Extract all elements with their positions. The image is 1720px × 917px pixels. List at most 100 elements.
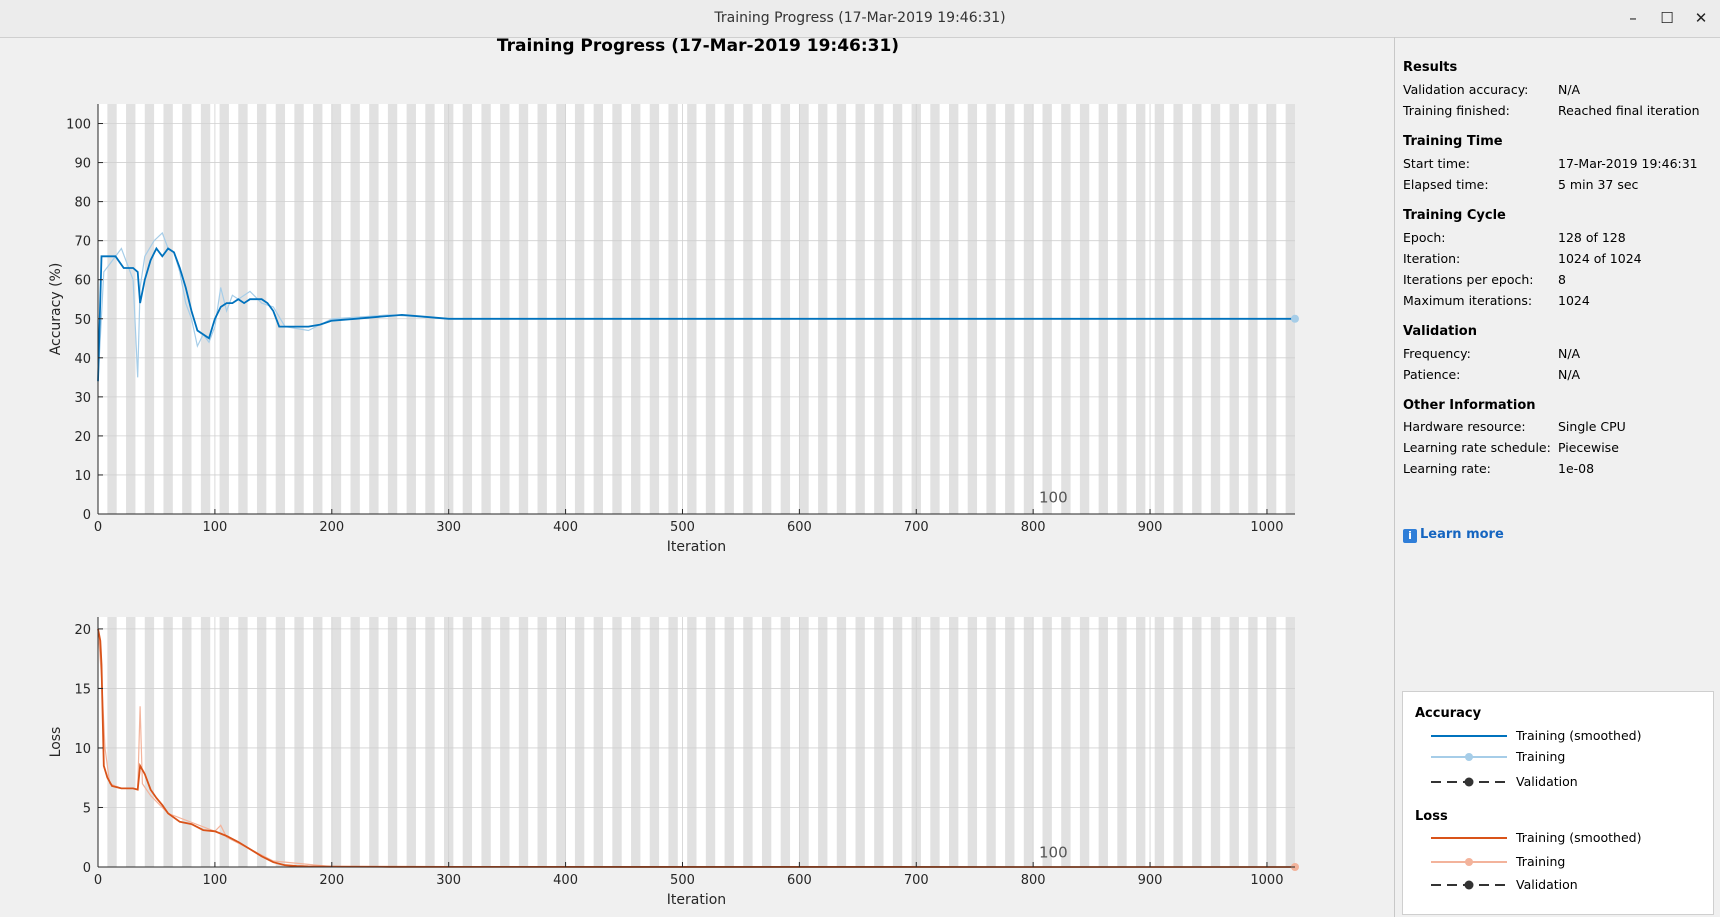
loss-epoch-band xyxy=(1192,617,1202,867)
loss-epoch-band xyxy=(743,617,753,867)
iteration-label: Iteration: xyxy=(1403,251,1461,266)
legend-acc-validation-swatch xyxy=(1431,777,1507,787)
accuracy-x-tick-label: 500 xyxy=(670,520,695,535)
frequency-value: N/A xyxy=(1558,346,1581,361)
legend-loss-validation-label: Validation xyxy=(1516,877,1578,892)
iteration-value: 1024 of 1024 xyxy=(1558,251,1642,266)
accuracy-epoch-band xyxy=(1042,104,1052,514)
accuracy-epoch-band xyxy=(387,104,398,514)
minimize-button[interactable]: – xyxy=(1629,9,1637,27)
accuracy-y-tick-label: 60 xyxy=(74,274,91,289)
loss-y-tick-label: 5 xyxy=(83,801,91,816)
accuracy-epoch-band xyxy=(948,104,959,514)
accuracy-x-tick-label: 200 xyxy=(319,520,344,535)
legend-loss-heading: Loss xyxy=(1415,809,1448,824)
accuracy-epoch-band xyxy=(1061,104,1071,514)
loss-epoch-band xyxy=(986,617,996,867)
learning-rate-value: 1e-08 xyxy=(1558,461,1595,476)
accuracy-y-tick-label: 30 xyxy=(74,391,91,406)
loss-epoch-band xyxy=(126,617,136,867)
loss-x-tick-label: 200 xyxy=(319,873,344,888)
accuracy-epoch-band xyxy=(705,104,716,514)
accuracy-epoch-band xyxy=(1098,104,1108,514)
accuracy-x-tick-label: 400 xyxy=(553,520,578,535)
iterations-per-epoch-label: Iterations per epoch: xyxy=(1403,272,1534,287)
window-title: Training Progress (17-Mar-2019 19:46:31) xyxy=(714,10,1006,26)
accuracy-y-tick-label: 90 xyxy=(74,157,91,172)
accuracy-epoch-band xyxy=(1079,104,1090,514)
loss-x-tick-label: 800 xyxy=(1021,873,1046,888)
loss-epoch-band xyxy=(1079,617,1090,867)
loss-x-tick-label: 500 xyxy=(670,873,695,888)
validation-accuracy-value: N/A xyxy=(1558,82,1581,97)
loss-training-line xyxy=(97,628,1296,868)
epoch-label: Epoch: xyxy=(1403,230,1446,245)
info-icon: i xyxy=(1403,529,1417,543)
accuracy-epoch-band xyxy=(1229,104,1239,514)
accuracy-epoch-band xyxy=(1173,104,1183,514)
accuracy-x-tick-label: 800 xyxy=(1021,520,1046,535)
legend-acc-training-label: Training xyxy=(1516,749,1566,764)
loss-epoch-band xyxy=(892,617,903,867)
learn-more-link[interactable]: i Learn more xyxy=(1403,527,1504,543)
start-time-label: Start time: xyxy=(1403,156,1470,171)
window-titlebar: Training Progress (17-Mar-2019 19:46:31)… xyxy=(0,0,1720,38)
accuracy-epoch-band xyxy=(219,104,229,514)
accuracy-epoch-band xyxy=(406,104,416,514)
legend-acc-smoothed-swatch xyxy=(1431,735,1507,737)
accuracy-epoch-band xyxy=(182,104,192,514)
accuracy-epoch-band xyxy=(724,104,734,514)
loss-x-tick-label: 700 xyxy=(904,873,929,888)
loss-epoch-band xyxy=(350,617,360,867)
loss-epoch-band xyxy=(537,617,547,867)
accuracy-final-point xyxy=(1291,314,1299,323)
maximize-button[interactable]: ☐ xyxy=(1660,9,1674,27)
validation-accuracy-label: Validation accuracy: xyxy=(1403,82,1529,97)
loss-epoch-band xyxy=(481,617,491,867)
loss-epoch-band xyxy=(1136,617,1146,867)
elapsed-time-label: Elapsed time: xyxy=(1403,177,1489,192)
accuracy-epoch-band xyxy=(107,104,117,514)
accuracy-x-tick-label: 700 xyxy=(904,520,929,535)
accuracy-epoch-band xyxy=(1192,104,1202,514)
loss-epoch-band xyxy=(313,617,323,867)
accuracy-epoch-band xyxy=(500,104,510,514)
accuracy-epoch-band xyxy=(967,104,978,514)
loss-epoch-band xyxy=(200,617,211,867)
training-finished-value: Reached final iteration xyxy=(1558,103,1700,118)
loss-epoch-band xyxy=(275,617,286,867)
loss-y-tick-label: 15 xyxy=(74,682,91,697)
close-button[interactable]: ✕ xyxy=(1694,9,1708,27)
loss-epoch-band xyxy=(1098,617,1108,867)
loss-y-tick-label: 20 xyxy=(74,623,91,638)
loss-epoch-band xyxy=(238,617,248,867)
loss-epoch-band xyxy=(331,617,342,867)
loss-epoch-band xyxy=(500,617,510,867)
legend-loss-smoothed-swatch xyxy=(1431,837,1507,839)
loss-epoch-band xyxy=(874,617,884,867)
info-panel: Results Validation accuracy: N/A Trainin… xyxy=(1396,37,1720,917)
accuracy-epoch-band xyxy=(256,104,267,514)
loss-epoch-band xyxy=(948,617,959,867)
accuracy-epoch-band xyxy=(631,104,641,514)
loss-epoch-band xyxy=(1248,617,1258,867)
accuracy-epoch-band xyxy=(612,104,622,514)
loss-x-tick-label: 0 xyxy=(94,873,102,888)
loss-epoch-band xyxy=(687,617,697,867)
loss-y-tick-label: 10 xyxy=(74,742,91,757)
loss-epoch-band xyxy=(144,617,155,867)
hardware-resource-label: Hardware resource: xyxy=(1403,419,1526,434)
iterations-per-epoch-value: 8 xyxy=(1558,272,1566,287)
loss-epoch-band xyxy=(724,617,734,867)
accuracy-epoch-band xyxy=(556,104,566,514)
hardware-resource-value: Single CPU xyxy=(1558,419,1626,434)
accuracy-y-tick-label: 10 xyxy=(74,469,91,484)
accuracy-epoch-band xyxy=(836,104,847,514)
accuracy-epoch-band xyxy=(200,104,211,514)
accuracy-epoch-band xyxy=(892,104,903,514)
accuracy-epoch-band xyxy=(1248,104,1258,514)
accuracy-epoch-band xyxy=(593,104,603,514)
loss-epoch-band xyxy=(1042,617,1052,867)
